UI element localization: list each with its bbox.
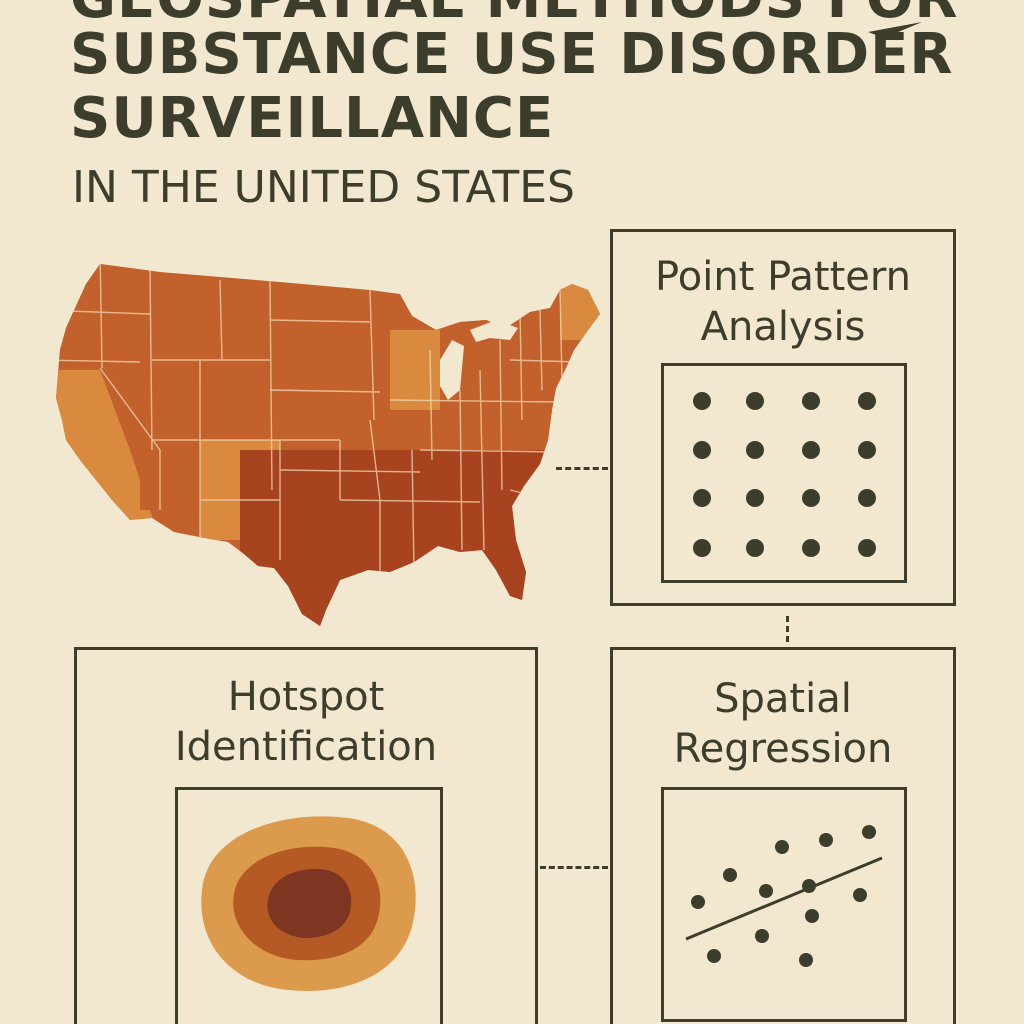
hotspot-title: Hotspot Identification: [77, 672, 535, 772]
scatter-point: [707, 949, 721, 963]
lake-michigan: [440, 340, 464, 400]
hotspot-title-line1: Hotspot: [227, 674, 385, 720]
hotspot-core: [267, 869, 352, 938]
us-choropleth-map: [56, 264, 600, 626]
grid-point: [746, 392, 764, 410]
scatter-point: [799, 953, 813, 967]
lake-superior: [470, 320, 518, 342]
grid-point: [746, 489, 764, 507]
title-line-2: SUBSTANCE USE DISORDER: [70, 22, 954, 87]
map-region-plains: [270, 290, 370, 420]
point-pattern-title: Point Pattern Analysis: [613, 252, 953, 352]
grid-point: [802, 441, 820, 459]
regression-line: [685, 856, 883, 941]
grid-point: [693, 392, 711, 410]
scatter-point: [805, 909, 819, 923]
map-region-maine: [560, 280, 600, 340]
grid-point: [693, 489, 711, 507]
title-line-1: GEOSPATIAL METHODS FOR: [70, 0, 959, 31]
scatter-point: [691, 895, 705, 909]
state-borders: [56, 264, 581, 580]
hotspot-title-line2: Identification: [174, 724, 438, 770]
scatter-point: [723, 868, 737, 882]
hotspot-panel: Hotspot Identification: [74, 647, 538, 1024]
map-region-southeast: [400, 440, 560, 626]
grid-point: [802, 392, 820, 410]
grid-point: [802, 539, 820, 557]
connector-hotspot-to-regression: [540, 866, 608, 869]
scatter-point: [862, 825, 876, 839]
grid-point: [693, 539, 711, 557]
title-flourish-icon: [868, 22, 922, 38]
connector-map-to-point-pattern: [556, 467, 608, 470]
scatter-point: [819, 833, 833, 847]
scatter-point: [775, 840, 789, 854]
scatter-point: [802, 879, 816, 893]
regression-title-line2: Regression: [673, 726, 893, 772]
regression-title-line1: Spatial: [714, 676, 852, 722]
connector-point-pattern-to-regression: [786, 616, 789, 642]
scatter-point: [853, 888, 867, 902]
map-region-wisconsin: [390, 330, 440, 410]
title-line-3: SURVEILLANCE: [70, 86, 555, 151]
scatter-point: [759, 884, 773, 898]
point-pattern-panel: Point Pattern Analysis: [610, 229, 956, 606]
grid-point: [802, 489, 820, 507]
subtitle: IN THE UNITED STATES: [72, 162, 575, 213]
grid-point: [858, 441, 876, 459]
regression-panel: Spatial Regression: [610, 647, 956, 1024]
grid-point: [858, 392, 876, 410]
point-pattern-plot: [661, 363, 907, 583]
point-pattern-title-line2: Analysis: [700, 304, 866, 350]
grid-point: [746, 539, 764, 557]
grid-point: [858, 489, 876, 507]
regression-title: Spatial Regression: [613, 674, 953, 774]
scatter-point: [755, 929, 769, 943]
scatter-plot: [685, 825, 883, 967]
grid-point: [693, 441, 711, 459]
hotspot-plot: [175, 787, 443, 1024]
point-pattern-title-line1: Point Pattern: [655, 254, 911, 300]
point-grid: [693, 392, 876, 557]
grid-point: [746, 441, 764, 459]
grid-point: [858, 539, 876, 557]
hotspot-rings: [201, 816, 416, 991]
regression-plot: [661, 787, 907, 1022]
